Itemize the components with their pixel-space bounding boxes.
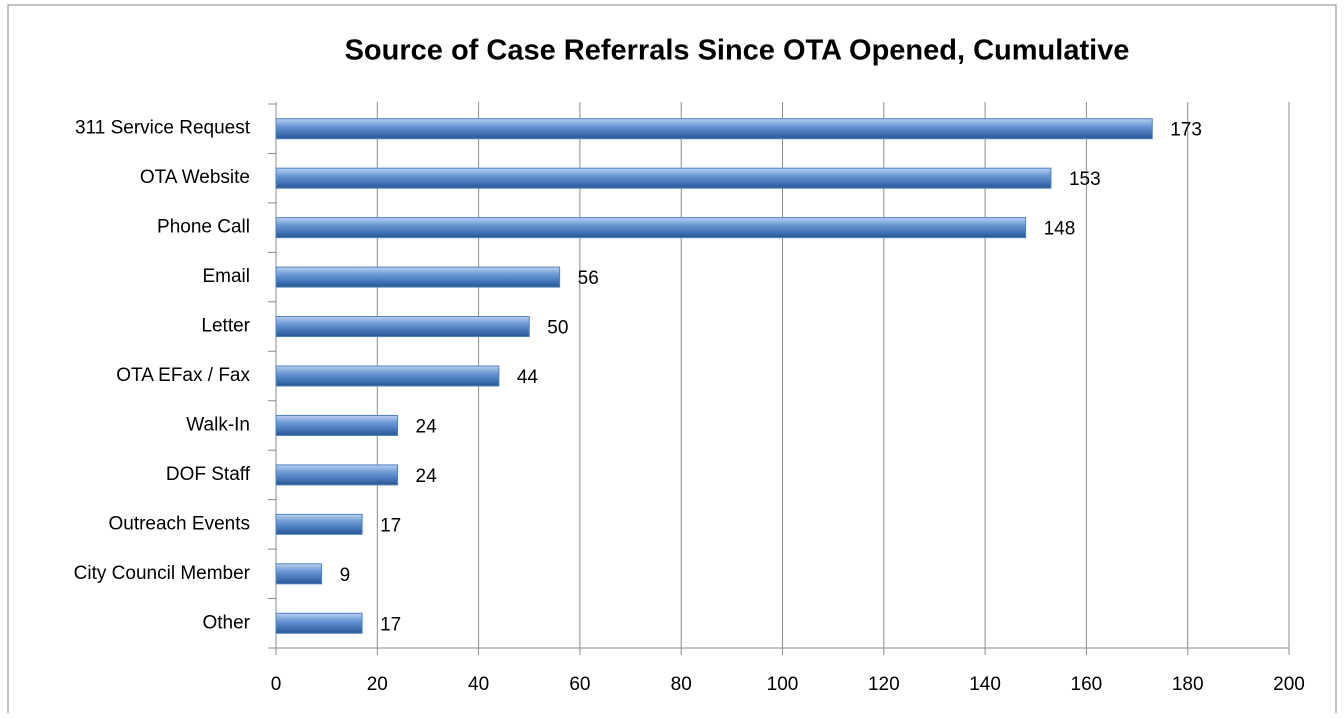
data-label: 56: [578, 268, 599, 289]
data-label: 9: [340, 565, 351, 586]
bar: [275, 266, 561, 288]
bar: [275, 513, 363, 535]
x-tick-label: 140: [969, 674, 1001, 695]
x-tick-label: 200: [1273, 674, 1305, 695]
bar: [275, 316, 530, 338]
data-label: 24: [416, 466, 438, 487]
y-tick-label: OTA EFax / Fax: [116, 365, 250, 386]
y-tick-label: OTA Website: [140, 167, 250, 188]
y-tick-label: Other: [202, 612, 250, 633]
data-label: 153: [1069, 169, 1101, 190]
bar: [275, 365, 500, 387]
bar: [275, 612, 363, 634]
y-tick-label: Phone Call: [157, 217, 250, 238]
x-tick-label: 40: [468, 674, 489, 695]
bar: [275, 217, 1027, 239]
y-tick-label: Email: [202, 266, 250, 287]
x-tick-label: 100: [767, 674, 799, 695]
x-tick-label: 0: [271, 674, 282, 695]
x-tick-label: 60: [569, 674, 590, 695]
x-tick-label: 180: [1172, 674, 1204, 695]
x-tick-label: 80: [671, 674, 692, 695]
data-label: 44: [517, 367, 539, 388]
data-label: 17: [380, 614, 401, 635]
bar: [275, 167, 1052, 189]
chart-border: [7, 4, 1337, 718]
x-tick-label: 120: [868, 674, 900, 695]
bar: [275, 464, 399, 486]
y-tick-label: City Council Member: [74, 563, 251, 584]
data-label: 50: [547, 318, 568, 339]
bar: [275, 414, 399, 436]
bar: [275, 563, 323, 585]
data-label: 17: [380, 515, 401, 536]
x-tick-label: 20: [367, 674, 388, 695]
x-tick-label: 160: [1071, 674, 1103, 695]
bar: [275, 118, 1153, 140]
y-tick-label: Letter: [201, 316, 250, 337]
y-tick-label: DOF Staff: [166, 464, 251, 485]
y-tick-label: 311 Service Request: [75, 118, 251, 139]
data-label: 148: [1044, 219, 1076, 240]
data-label: 24: [416, 416, 438, 437]
chart-title: Source of Case Referrals Since OTA Opene…: [345, 35, 1130, 67]
y-tick-label: Walk-In: [186, 414, 250, 435]
data-label: 173: [1170, 120, 1202, 141]
y-tick-label: Outreach Events: [108, 513, 250, 534]
